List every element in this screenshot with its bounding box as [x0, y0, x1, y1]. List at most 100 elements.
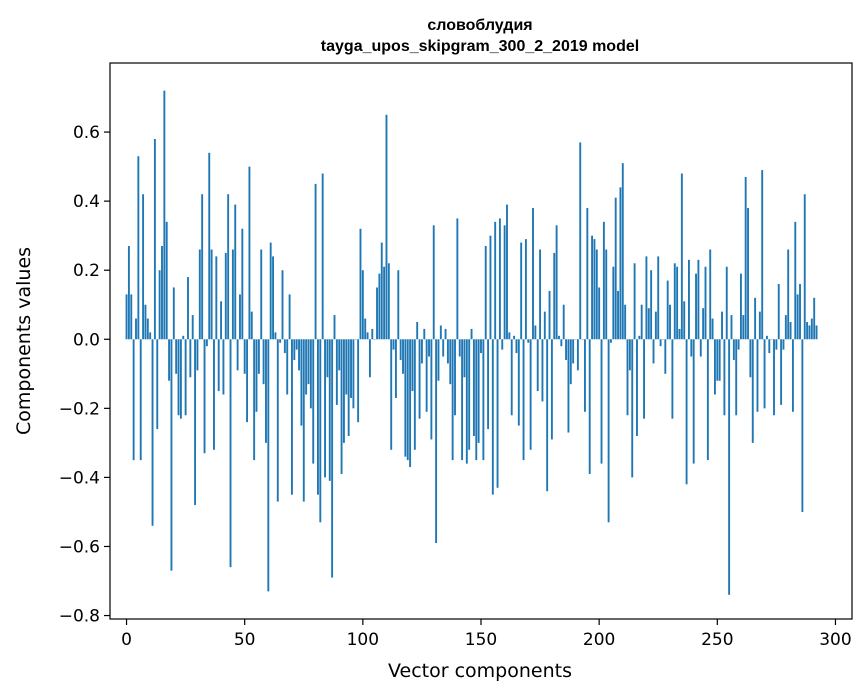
bar [444, 328, 447, 340]
bar [645, 256, 648, 340]
bar [711, 318, 714, 340]
bar [165, 221, 168, 340]
bar [222, 339, 225, 395]
bar [246, 339, 248, 423]
bar [328, 339, 331, 481]
bar [340, 339, 343, 474]
bar [291, 339, 293, 495]
bar [397, 270, 400, 340]
bar [810, 318, 813, 340]
bar [435, 339, 438, 544]
bar [439, 325, 442, 340]
bar [747, 208, 749, 340]
bar [652, 339, 655, 364]
bar [359, 228, 362, 340]
bar [692, 339, 695, 464]
bar [586, 208, 589, 340]
bar [550, 339, 553, 440]
bar [205, 339, 208, 347]
bar [265, 339, 267, 443]
y-tick-label: 0.4 [73, 192, 100, 212]
y-tick-label: −0.6 [59, 537, 100, 557]
bar [234, 204, 237, 340]
bar [149, 332, 152, 340]
bar [406, 339, 409, 461]
bar [508, 332, 511, 340]
bar [671, 339, 674, 419]
bar [704, 266, 707, 340]
bar [501, 339, 504, 350]
bar [697, 259, 700, 340]
bar [588, 339, 591, 474]
bar [619, 187, 622, 340]
bar [331, 339, 334, 578]
bar [527, 339, 530, 343]
bar [269, 242, 272, 340]
bar [621, 163, 624, 340]
bar [690, 339, 693, 357]
bar [496, 339, 499, 488]
bar [179, 339, 182, 419]
bar [799, 284, 801, 340]
bar [477, 339, 480, 443]
bar [184, 339, 187, 416]
bar [763, 339, 766, 409]
bar [539, 249, 542, 340]
bar [182, 335, 185, 340]
bar [432, 225, 435, 340]
bar [307, 339, 310, 385]
bar [215, 256, 218, 340]
bar [718, 339, 721, 381]
chart-title: словоблудия [427, 17, 532, 34]
bar [510, 339, 513, 416]
bar [142, 194, 145, 340]
bar [293, 339, 296, 360]
bar [470, 328, 473, 340]
bar [744, 176, 747, 340]
bar [721, 311, 723, 340]
y-tick-label: −0.2 [59, 399, 100, 419]
bar [754, 297, 757, 340]
x-tick-label: 150 [465, 630, 497, 650]
bar [553, 252, 556, 340]
bar [489, 235, 492, 340]
x-tick-label: 200 [583, 630, 615, 650]
bar [576, 339, 579, 371]
bar [683, 301, 686, 340]
bar [430, 339, 433, 440]
bar [394, 339, 397, 398]
bar [139, 339, 142, 461]
bar [742, 315, 745, 340]
bar [283, 339, 286, 354]
bar [274, 332, 277, 340]
bar [279, 339, 282, 343]
bar [461, 339, 464, 461]
bar [522, 339, 525, 461]
bar [617, 290, 619, 340]
bar [442, 339, 445, 357]
bar [702, 308, 705, 340]
bar [153, 138, 156, 340]
bar [725, 266, 728, 340]
bar [383, 266, 386, 340]
bar [146, 318, 149, 340]
bar [475, 339, 478, 461]
bar [177, 339, 180, 416]
bar [156, 339, 159, 430]
bar [198, 249, 201, 340]
y-axis-ticks: −0.8 −0.6 −0.4 −0.2 0.0 0.2 0.4 0.6 [59, 123, 110, 627]
bar [562, 304, 565, 340]
bar [543, 311, 546, 340]
bar [151, 339, 154, 526]
bar [239, 294, 241, 340]
bar [456, 218, 459, 340]
bar [163, 90, 166, 340]
bar [350, 339, 352, 398]
bar [584, 339, 586, 412]
bar [468, 339, 471, 450]
bar [220, 301, 223, 340]
bar [654, 311, 657, 340]
bar [243, 339, 246, 374]
bar [593, 239, 596, 340]
bar [196, 339, 199, 371]
